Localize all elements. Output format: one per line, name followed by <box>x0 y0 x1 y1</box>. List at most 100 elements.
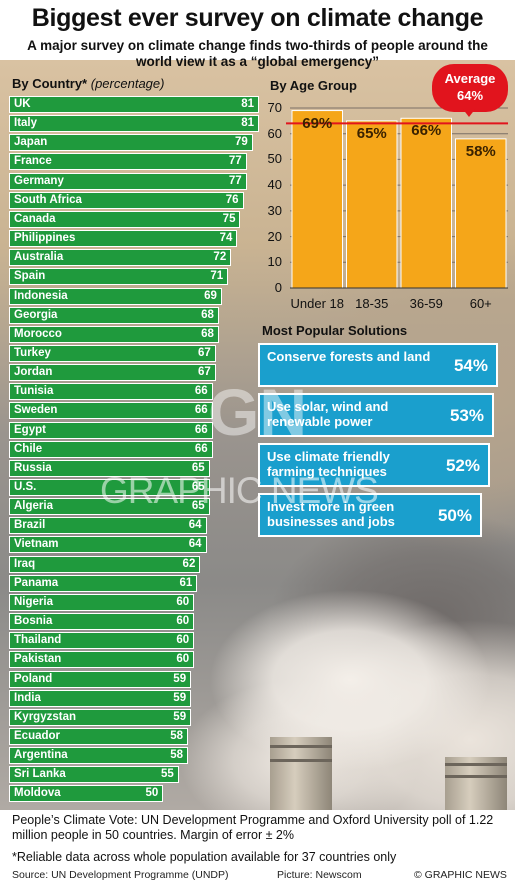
country-name: Morocco <box>14 327 62 340</box>
country-bar: Bosnia 60 <box>9 613 195 631</box>
country-name: Japan <box>14 136 48 149</box>
country-bar: Morocco 68 <box>9 325 219 343</box>
y-tick-label: 50 <box>267 151 282 167</box>
watermark-text: GRAPHIC NEWS <box>100 470 379 511</box>
y-tick-label: 30 <box>267 202 282 218</box>
survey-note: People’s Climate Vote: UN Development Pr… <box>12 813 494 842</box>
country-value: 66 <box>194 442 208 455</box>
country-bar: Japan 79 <box>9 134 253 152</box>
x-tick-label: 60+ <box>469 296 492 311</box>
country-bar: UK 81 <box>9 96 259 113</box>
average-label: Average <box>444 71 496 86</box>
country-value: 72 <box>213 251 227 264</box>
country-value: 64 <box>188 538 202 551</box>
country-bar: Georgia 68 <box>9 306 219 324</box>
country-value: 60 <box>176 595 190 608</box>
solution-text: Conserve forests and land <box>267 349 431 364</box>
solution-text: Use climate friendly farming techniques <box>267 449 390 479</box>
page-subtitle: A major survey on climate change finds t… <box>27 38 488 69</box>
country-name: Italy <box>14 117 38 130</box>
country-name: Indonesia <box>14 289 68 302</box>
country-value: 64 <box>188 519 202 532</box>
age-bar-value: 65% <box>356 124 387 142</box>
country-value: 62 <box>182 557 196 570</box>
country-bar: Brazil 64 <box>9 517 207 535</box>
country-name: Kyrgyzstan <box>14 710 76 723</box>
country-label-text: By Country* <box>12 76 88 91</box>
country-value: 68 <box>201 308 214 321</box>
country-bar: Tunisia 66 <box>9 383 213 401</box>
copyright-credit: © GRAPHIC NEWS <box>414 869 507 881</box>
country-value: 59 <box>173 672 187 685</box>
country-bar: Egypt 66 <box>9 421 213 439</box>
page-title: Biggest ever survey on climate change <box>31 4 484 32</box>
country-bar: Chile 66 <box>9 440 213 458</box>
country-value: 81 <box>241 117 254 130</box>
solution-percent: 50% <box>437 506 472 525</box>
country-label-sub: (percentage) <box>90 76 165 91</box>
country-bar: Thailand 60 <box>9 632 195 650</box>
country-bar: Pakistan 60 <box>9 651 195 669</box>
country-name: Jordan <box>14 366 53 379</box>
country-value: 69 <box>204 289 217 302</box>
y-tick-label: 0 <box>274 280 282 295</box>
country-value: 68 <box>201 327 214 340</box>
country-name: UK <box>14 98 31 110</box>
solution-percent: 53% <box>449 406 484 425</box>
country-bar: Panama 61 <box>9 574 198 592</box>
country-name: Brazil <box>14 519 46 532</box>
country-section-label: By Country* (percentage) <box>12 76 164 91</box>
solution-text: Use solar, wind and renewable power <box>267 399 389 429</box>
country-value: 74 <box>219 232 233 245</box>
x-tick-label: 36-59 <box>409 296 443 311</box>
age-bar <box>455 138 507 289</box>
country-value: 81 <box>241 98 254 110</box>
country-name: Tunisia <box>14 385 54 398</box>
picture-credit: Picture: Newscom <box>277 869 362 881</box>
country-value: 71 <box>210 270 224 283</box>
country-name: Canada <box>14 212 56 225</box>
country-bar: Italy 81 <box>9 115 259 133</box>
country-bar: Argentina 58 <box>9 747 188 765</box>
country-value: 65 <box>191 461 205 474</box>
country-name: Iraq <box>14 557 36 570</box>
average-callout-pointer <box>462 108 476 117</box>
country-bar: Turkey 67 <box>9 344 216 362</box>
country-name: Egypt <box>14 423 46 436</box>
solution-item: Use solar, wind and renewable power 53% <box>258 393 494 437</box>
country-bar: Spain 71 <box>9 268 229 286</box>
country-name: Chile <box>14 442 43 455</box>
cooling-tower-left <box>270 737 332 810</box>
cooling-tower-right <box>445 757 507 810</box>
country-name: Georgia <box>14 308 58 321</box>
country-value: 65 <box>191 500 205 513</box>
country-name: Moldova <box>14 787 61 800</box>
country-bar: U.S. 65 <box>9 479 210 496</box>
age-bar <box>291 110 343 289</box>
country-name: Nigeria <box>14 595 53 608</box>
solution-text: Invest more in green businesses and jobs <box>267 499 395 529</box>
age-bar-chart: 0 10 20 30 40 50 60 70 69% Under 18 65% 18-35 66% 36-… <box>260 100 510 315</box>
y-tick-label: 40 <box>267 177 282 193</box>
country-name: Thailand <box>14 634 62 647</box>
country-value: 66 <box>194 385 208 398</box>
country-value: 77 <box>228 155 242 168</box>
y-tick-label: 70 <box>267 100 282 115</box>
country-value: 79 <box>235 136 248 149</box>
source-credit: Source: UN Development Programme (UNDP) <box>12 869 229 881</box>
solution-item: Conserve forests and land 54% <box>258 343 498 387</box>
y-tick-label: 60 <box>267 125 282 141</box>
country-name: Spain <box>14 270 46 283</box>
country-bar: Ecuador 58 <box>9 727 188 745</box>
age-bar-value: 66% <box>411 122 442 140</box>
country-bar: Germany 77 <box>9 172 247 190</box>
country-name: Philippines <box>14 232 76 245</box>
country-value: 58 <box>170 749 183 762</box>
country-bar: Nigeria 60 <box>9 593 195 611</box>
country-bar: Indonesia 69 <box>9 287 222 305</box>
country-value: 50 <box>145 787 159 800</box>
country-value: 75 <box>222 212 236 225</box>
country-name: Algeria <box>14 500 53 513</box>
country-bar: South Africa 76 <box>9 191 244 209</box>
